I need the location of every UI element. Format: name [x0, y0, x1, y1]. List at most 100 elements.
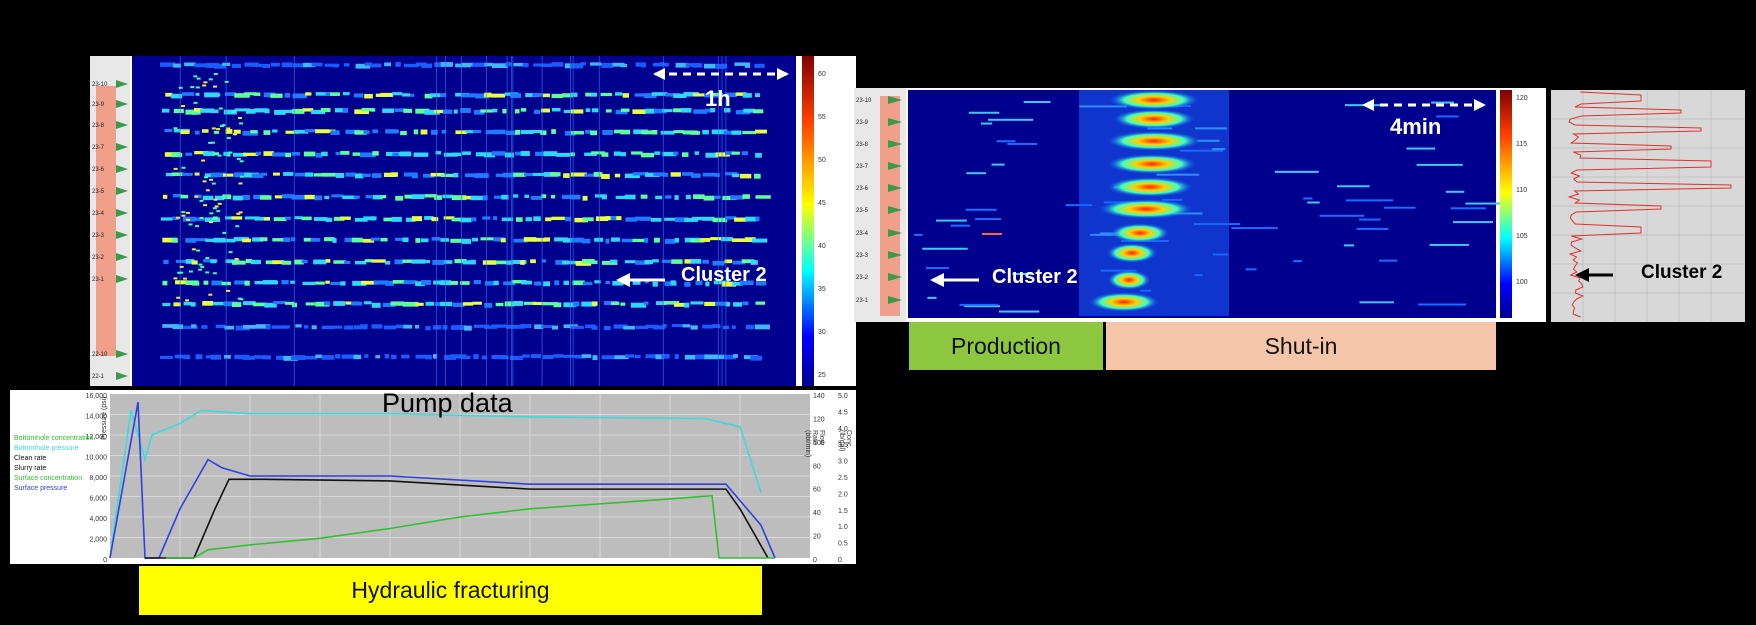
left-trace-segment [522, 354, 530, 358]
left-trace-segment [582, 217, 594, 222]
left-trace-segment [665, 195, 672, 199]
left-trace-segment [594, 280, 601, 284]
left-trace-segment [723, 130, 739, 135]
left-trace-segment [333, 301, 346, 306]
left-trace-segment [385, 281, 395, 286]
left-trace-segment [354, 109, 369, 115]
left-trace-segment [213, 130, 219, 134]
right-trace-segment [1452, 221, 1494, 224]
left-stage-label: 23-9 [92, 102, 105, 108]
left-hot-spot [179, 265, 184, 268]
left-trace-segment [341, 354, 358, 359]
left-trace-segment [530, 129, 543, 134]
left-trace-segment [361, 108, 374, 112]
left-trace-segment [311, 325, 317, 330]
left-trace-segment [515, 217, 523, 222]
left-trace-segment [645, 324, 659, 329]
left-trace-segment [671, 259, 683, 264]
left-trace-segment [740, 173, 752, 179]
left-trace-segment [732, 260, 746, 265]
left-hot-spot [178, 86, 183, 89]
left-trace-segment [314, 195, 323, 201]
left-trace-segment [274, 195, 283, 199]
left-trace-segment [533, 63, 547, 67]
left-trace-segment [291, 194, 308, 200]
left-trace-segment [554, 280, 560, 286]
right-stage-label: 23-6 [856, 186, 869, 192]
left-trace-segment [232, 260, 246, 265]
left-trace-segment [754, 173, 761, 179]
left-trace-segment [183, 301, 192, 306]
left-trace-segment [491, 324, 507, 328]
left-trace-segment [650, 217, 662, 222]
left-trace-segment [335, 354, 341, 359]
left-stage-marker [116, 253, 128, 261]
pump-y-mid-tick: 40 [813, 510, 821, 517]
left-trace-segment [612, 280, 624, 286]
left-trace-segment [592, 355, 598, 361]
left-waterfall-svg: 60 55 50 45 40 35 30 25 23-10 23-9 23-8 23-7 23-6 23… [90, 56, 856, 386]
right-trace-segment [964, 305, 1000, 308]
left-trace-segment [543, 281, 551, 287]
left-trace-segment [530, 259, 536, 264]
left-trace-segment [591, 108, 599, 113]
left-trace-segment [635, 62, 646, 67]
left-trace-segment [651, 92, 668, 96]
left-trace-segment [733, 354, 738, 358]
left-trace-segment [165, 92, 173, 97]
right-trace-segment [1023, 101, 1051, 104]
left-trace-segment [585, 129, 591, 134]
left-trace-segment [755, 195, 771, 199]
left-trace-segment [272, 238, 289, 242]
left-trace-segment [471, 217, 477, 222]
left-trace-segment [394, 129, 399, 134]
left-trace-segment [670, 172, 681, 177]
left-trace-segment [430, 172, 445, 177]
profile-trace [1567, 91, 1732, 318]
left-hot-spot [176, 154, 181, 157]
left-trace-segment [305, 92, 312, 96]
right-trace-segment [1343, 244, 1355, 247]
left-trace-segment [691, 173, 701, 178]
left-trace-segment [372, 129, 378, 134]
left-trace-segment [383, 172, 396, 178]
left-trace-segment [270, 62, 280, 67]
left-hot-spot [188, 223, 193, 226]
left-stage-label: 23-1 [92, 277, 105, 283]
pump-y-right-tick: 3.0 [838, 459, 848, 466]
left-trace-segment [441, 129, 447, 134]
left-trace-segment [504, 301, 515, 307]
left-stage-marker [116, 372, 128, 380]
left-trace-segment [580, 62, 586, 66]
pump-chart-svg: 16,000 14,000 12,000 10,000 8,000 6,000 4,000 2… [14, 393, 848, 564]
left-trace-segment [315, 152, 323, 158]
left-trace-segment [591, 260, 598, 265]
left-stage-label: 23-7 [92, 145, 105, 151]
pump-y-right-tick: 1.0 [838, 524, 848, 531]
left-trace-segment [311, 62, 323, 67]
left-trace-segment [644, 237, 649, 243]
left-trace-segment [162, 280, 168, 286]
left-trace-segment [224, 238, 236, 243]
left-trace-segment [201, 325, 208, 329]
left-trace-segment [731, 173, 740, 178]
left-trace-segment [370, 108, 376, 112]
right-stage-label: 23-5 [856, 208, 869, 214]
left-trace-segment [652, 281, 658, 287]
left-stage-marker [116, 231, 128, 239]
left-trace-segment [425, 355, 432, 360]
left-hot-spot [205, 257, 210, 260]
left-trace-segment [233, 152, 247, 157]
left-trace-segment [724, 354, 737, 360]
left-trace-segment [313, 173, 328, 177]
left-trace-segment [184, 62, 196, 67]
left-trace-segment [664, 238, 676, 244]
left-trace-segment [470, 259, 476, 265]
left-trace-segment [690, 325, 698, 330]
left-trace-segment [422, 173, 435, 178]
left-trace-segment [495, 302, 504, 307]
left-trace-segment [223, 151, 231, 156]
left-trace-segment [624, 194, 636, 200]
left-trace-segment [193, 108, 203, 112]
left-trace-segment [395, 237, 405, 241]
